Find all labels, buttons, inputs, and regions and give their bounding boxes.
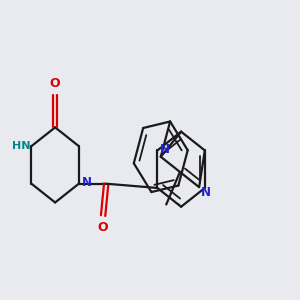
Text: methyl: methyl: [176, 203, 181, 204]
Text: N: N: [201, 186, 211, 199]
Text: O: O: [98, 221, 108, 234]
Text: N: N: [82, 176, 92, 189]
Text: HN: HN: [12, 141, 31, 151]
Text: N: N: [160, 142, 170, 156]
Text: O: O: [50, 77, 60, 90]
